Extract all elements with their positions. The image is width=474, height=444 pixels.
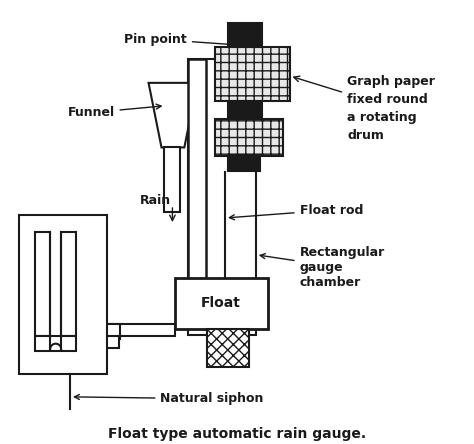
Bar — [188, 59, 256, 335]
Text: Funnel: Funnel — [67, 104, 161, 119]
Bar — [215, 47, 290, 101]
Text: Float rod: Float rod — [229, 203, 363, 220]
Bar — [175, 278, 268, 329]
Bar — [188, 59, 206, 280]
Bar — [35, 232, 50, 336]
Text: Rectangular
gauge
chamber: Rectangular gauge chamber — [260, 246, 385, 289]
Text: Float: Float — [201, 297, 241, 310]
Bar — [61, 232, 76, 336]
Bar — [106, 324, 175, 336]
Bar — [19, 215, 107, 374]
Bar — [164, 147, 181, 212]
Bar — [35, 336, 76, 351]
Text: Rain: Rain — [140, 194, 171, 206]
Text: Pin point: Pin point — [124, 33, 236, 47]
Polygon shape — [148, 83, 197, 147]
Bar — [228, 101, 262, 119]
Text: Graph paper
fixed round
a rotating
drum: Graph paper fixed round a rotating drum — [347, 75, 435, 142]
Bar — [215, 119, 283, 156]
Bar — [207, 329, 249, 367]
Bar — [106, 324, 120, 339]
Bar — [228, 23, 262, 47]
Text: Float type automatic rain gauge.: Float type automatic rain gauge. — [108, 427, 366, 440]
Bar — [71, 336, 119, 348]
Text: Natural siphon: Natural siphon — [74, 392, 264, 405]
Bar — [228, 155, 260, 171]
